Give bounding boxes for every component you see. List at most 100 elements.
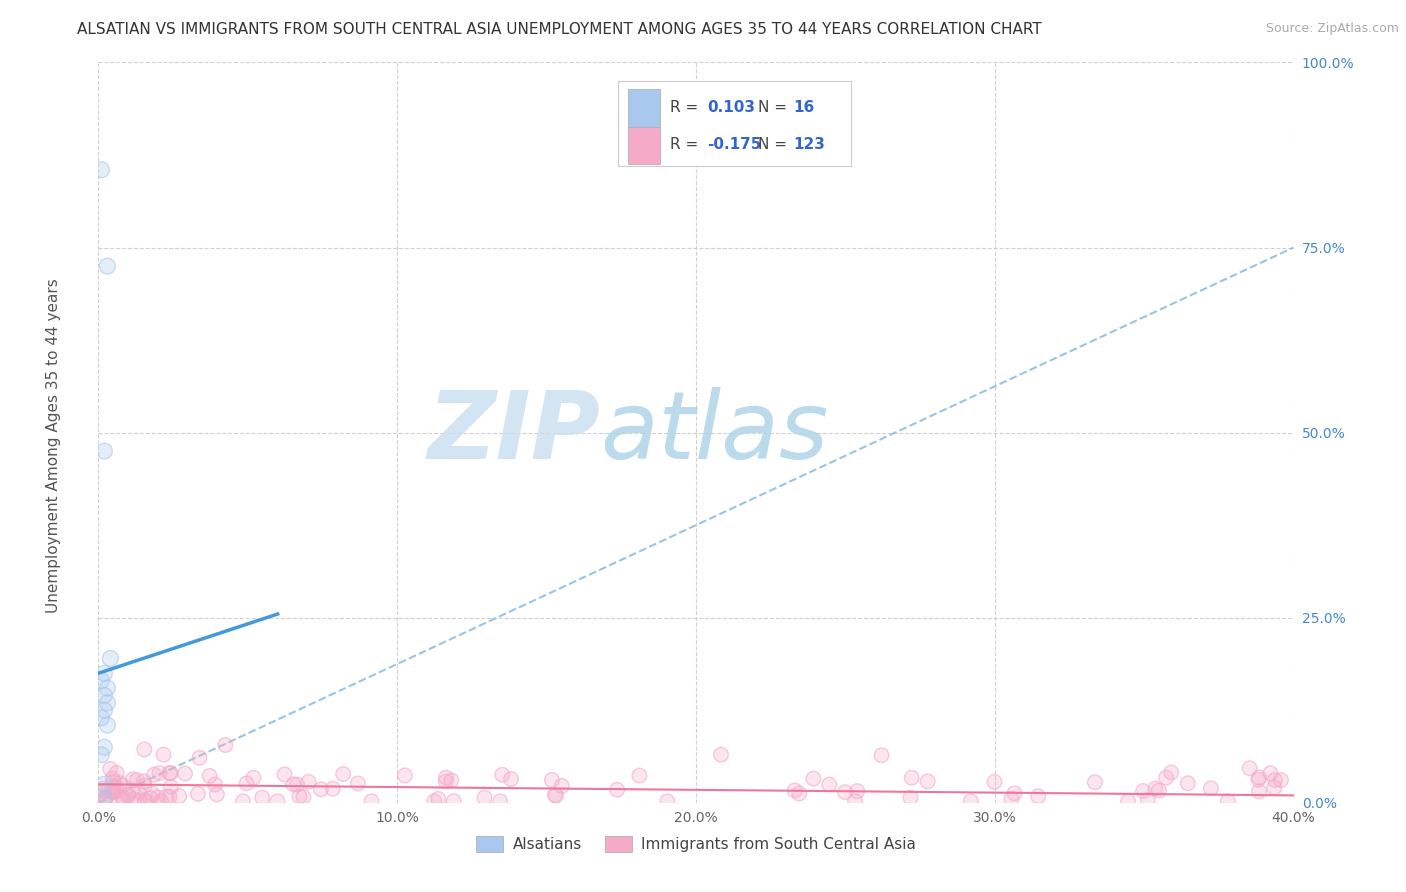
Point	[1260, 766, 1282, 780]
Point	[159, 789, 181, 804]
Point	[242, 771, 264, 785]
Point	[96, 681, 118, 695]
Point	[1270, 773, 1292, 788]
Point	[360, 794, 382, 808]
Text: ZIP: ZIP	[427, 386, 600, 479]
Point	[1000, 791, 1022, 805]
Point	[1263, 780, 1285, 795]
Point	[309, 782, 332, 797]
Point	[132, 774, 155, 789]
Point	[93, 666, 115, 681]
Point	[93, 689, 115, 703]
Point	[242, 771, 264, 785]
Point	[551, 779, 574, 793]
Point	[142, 768, 165, 782]
Point	[1000, 791, 1022, 805]
Point	[235, 776, 257, 790]
Point	[90, 747, 112, 762]
Point	[551, 779, 574, 793]
Point	[292, 789, 315, 804]
Point	[283, 777, 305, 791]
Point	[125, 772, 148, 787]
Point	[98, 762, 121, 776]
Point	[198, 769, 221, 783]
Point	[628, 768, 651, 782]
Point	[347, 776, 370, 790]
Point	[1216, 794, 1239, 808]
Point	[117, 788, 139, 802]
Point	[117, 788, 139, 802]
Point	[90, 711, 112, 725]
Point	[128, 794, 150, 808]
Point	[844, 794, 866, 808]
Point	[174, 766, 197, 780]
Point	[105, 766, 128, 780]
Point	[787, 787, 810, 801]
Point	[96, 259, 118, 273]
Point	[134, 779, 156, 793]
Point	[94, 794, 117, 808]
Point	[846, 784, 869, 798]
Point	[188, 751, 211, 765]
Point	[94, 789, 117, 804]
Point	[205, 788, 228, 802]
Point	[544, 789, 567, 803]
Point	[93, 777, 115, 791]
Point	[900, 790, 922, 805]
Point	[710, 747, 733, 762]
Point	[103, 784, 125, 798]
Point	[103, 774, 125, 789]
Point	[97, 783, 120, 797]
Point	[156, 789, 179, 804]
Point	[122, 772, 145, 787]
Point	[818, 778, 841, 792]
Point	[1084, 775, 1107, 789]
Point	[90, 162, 112, 177]
Point	[1132, 784, 1154, 798]
Point	[394, 768, 416, 782]
Point	[90, 711, 112, 725]
Point	[134, 794, 156, 808]
Point	[960, 794, 983, 808]
Point	[1260, 766, 1282, 780]
Point	[187, 787, 209, 801]
Point	[117, 788, 139, 802]
Point	[900, 771, 922, 785]
Point	[332, 767, 354, 781]
Point	[134, 742, 156, 756]
Point	[121, 783, 143, 797]
Point	[122, 772, 145, 787]
Point	[834, 785, 856, 799]
Point	[834, 785, 856, 799]
Point	[117, 788, 139, 802]
Point	[103, 784, 125, 798]
Text: ALSATIAN VS IMMIGRANTS FROM SOUTH CENTRAL ASIA UNEMPLOYMENT AMONG AGES 35 TO 44 : ALSATIAN VS IMMIGRANTS FROM SOUTH CENTRA…	[77, 22, 1042, 37]
Point	[152, 747, 174, 762]
Point	[160, 780, 183, 794]
Point	[283, 777, 305, 791]
Point	[544, 788, 567, 802]
Point	[96, 696, 118, 710]
Point	[1249, 771, 1271, 785]
Point	[870, 748, 893, 763]
Point	[606, 782, 628, 797]
Point	[285, 778, 308, 792]
Point	[394, 768, 416, 782]
Point	[105, 766, 128, 780]
Point	[101, 780, 124, 794]
Point	[1147, 783, 1170, 797]
Point	[427, 792, 450, 806]
Point	[787, 787, 810, 801]
Point	[159, 766, 181, 780]
Point	[1199, 781, 1222, 796]
Point	[960, 794, 983, 808]
Point	[97, 783, 120, 797]
Point	[710, 747, 733, 762]
Point	[309, 782, 332, 797]
Point	[93, 777, 115, 791]
Point	[1116, 794, 1139, 808]
Point	[1004, 786, 1026, 800]
Point	[347, 776, 370, 790]
Point	[108, 776, 131, 790]
Point	[100, 784, 122, 798]
